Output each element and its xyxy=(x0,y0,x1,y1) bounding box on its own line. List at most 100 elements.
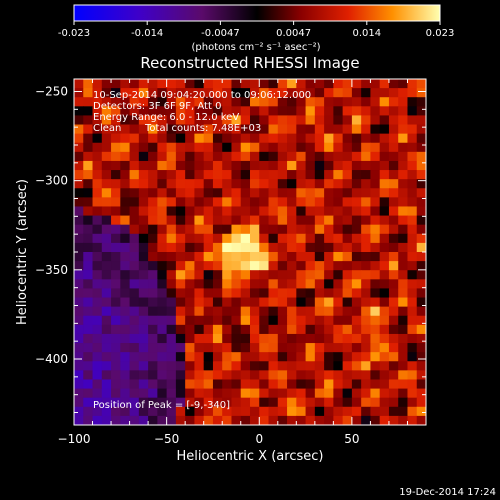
heatmap-cell xyxy=(351,315,362,326)
heatmap-cell xyxy=(333,115,344,126)
heatmap-cell xyxy=(92,206,103,217)
heatmap-cell xyxy=(74,306,84,317)
heatmap-cell xyxy=(351,306,362,317)
heatmap-cell xyxy=(166,97,177,107)
heatmap-cell xyxy=(83,133,94,144)
heatmap-cell xyxy=(175,88,186,98)
heatmap-cell xyxy=(138,133,149,144)
heatmap-cell xyxy=(259,370,270,380)
heatmap-cell xyxy=(129,170,140,180)
heatmap-cell xyxy=(361,315,371,326)
heatmap-cell xyxy=(324,179,334,189)
heatmap-cell xyxy=(305,279,316,289)
heatmap-cell xyxy=(342,315,353,326)
heatmap-cell xyxy=(333,197,344,207)
heatmap-cell xyxy=(148,306,158,317)
heatmap-cell xyxy=(379,343,390,353)
heatmap-cell xyxy=(416,106,426,116)
heatmap-cell xyxy=(379,88,390,98)
heatmap-cell xyxy=(296,160,307,171)
heatmap-cell xyxy=(240,242,251,253)
heatmap-cell xyxy=(92,370,103,380)
heatmap-cell xyxy=(398,233,408,244)
heatmap-cell xyxy=(175,379,186,390)
heatmap-cell xyxy=(101,215,112,226)
heatmap-cell xyxy=(212,415,223,425)
heatmap-cell xyxy=(185,242,195,253)
heatmap-cell xyxy=(342,270,353,280)
heatmap-cell xyxy=(407,333,418,344)
annotation-clean: Clean xyxy=(93,123,121,134)
heatmap-cell xyxy=(398,415,408,425)
heatmap-cell xyxy=(212,151,223,162)
heatmap-cell xyxy=(74,179,84,189)
heatmap-cell xyxy=(240,361,251,371)
heatmap-cell xyxy=(212,406,223,417)
heatmap-cell xyxy=(305,288,316,299)
heatmap-cell xyxy=(120,379,131,390)
heatmap-cell xyxy=(231,197,242,207)
heatmap-cell xyxy=(74,388,84,399)
heatmap-cell xyxy=(305,97,316,107)
heatmap-cell xyxy=(333,306,344,317)
heatmap-cell xyxy=(120,288,131,299)
heatmap-cell xyxy=(361,406,371,417)
heatmap-cell xyxy=(277,188,288,198)
heatmap-cell xyxy=(83,306,94,317)
heatmap-cell xyxy=(305,88,316,98)
heatmap-cell xyxy=(203,206,214,217)
heatmap-cell xyxy=(333,206,344,217)
heatmap-cell xyxy=(92,170,103,180)
heatmap-cell xyxy=(129,379,140,390)
heatmap-cell xyxy=(407,415,418,425)
heatmap-cell xyxy=(212,79,223,89)
heatmap-cell xyxy=(351,206,362,217)
heatmap-cell xyxy=(296,197,307,207)
heatmap-cell xyxy=(74,352,84,362)
y-axis-ticks: −250 −300 −350 −400 xyxy=(35,84,426,414)
heatmap-cell xyxy=(194,352,205,362)
heatmap-cell xyxy=(388,315,399,326)
heatmap-cell xyxy=(398,252,408,262)
heatmap-cell xyxy=(388,242,399,253)
heatmap-cell xyxy=(166,270,177,280)
heatmap-cell xyxy=(212,370,223,380)
annotation-detectors: Detectors: 3F 6F 9F, Att 0 xyxy=(93,101,221,112)
heatmap-cell xyxy=(212,97,223,107)
heatmap-cell xyxy=(314,415,325,425)
heatmap-cell xyxy=(305,106,316,116)
heatmap-cell xyxy=(92,343,103,353)
heatmap-cell xyxy=(83,270,94,280)
heatmap-cell xyxy=(342,106,353,116)
heatmap-cell xyxy=(314,242,325,253)
heatmap-cell xyxy=(83,352,94,362)
heatmap-cell xyxy=(222,142,232,153)
heatmap-cell xyxy=(379,252,390,262)
heatmap-cell xyxy=(166,406,177,417)
heatmap-cell xyxy=(296,242,307,253)
heatmap-cell xyxy=(370,288,381,299)
heatmap-cell xyxy=(351,115,362,126)
heatmap-cell xyxy=(296,151,307,162)
heatmap-cell xyxy=(138,252,149,262)
heatmap-cell xyxy=(231,288,242,299)
heatmap-cell xyxy=(351,188,362,198)
heatmap-cell xyxy=(175,188,186,198)
heatmap-cell xyxy=(138,188,149,198)
heatmap-cell xyxy=(407,233,418,244)
heatmap-cell xyxy=(185,88,195,98)
heatmap-cell xyxy=(231,333,242,344)
heatmap-cell xyxy=(138,379,149,390)
heatmap-cell xyxy=(351,88,362,98)
heatmap-cell xyxy=(333,388,344,399)
heatmap-cell xyxy=(388,306,399,317)
x-tick-label: −100 xyxy=(58,432,91,446)
heatmap-cell xyxy=(101,160,112,171)
heatmap-cell xyxy=(407,197,418,207)
heatmap-cell xyxy=(324,242,334,253)
heatmap-cell xyxy=(185,297,195,308)
heatmap-cell xyxy=(305,215,316,226)
heatmap-cell xyxy=(138,97,149,107)
heatmap-cell xyxy=(351,288,362,299)
heatmap-cell xyxy=(416,242,426,253)
